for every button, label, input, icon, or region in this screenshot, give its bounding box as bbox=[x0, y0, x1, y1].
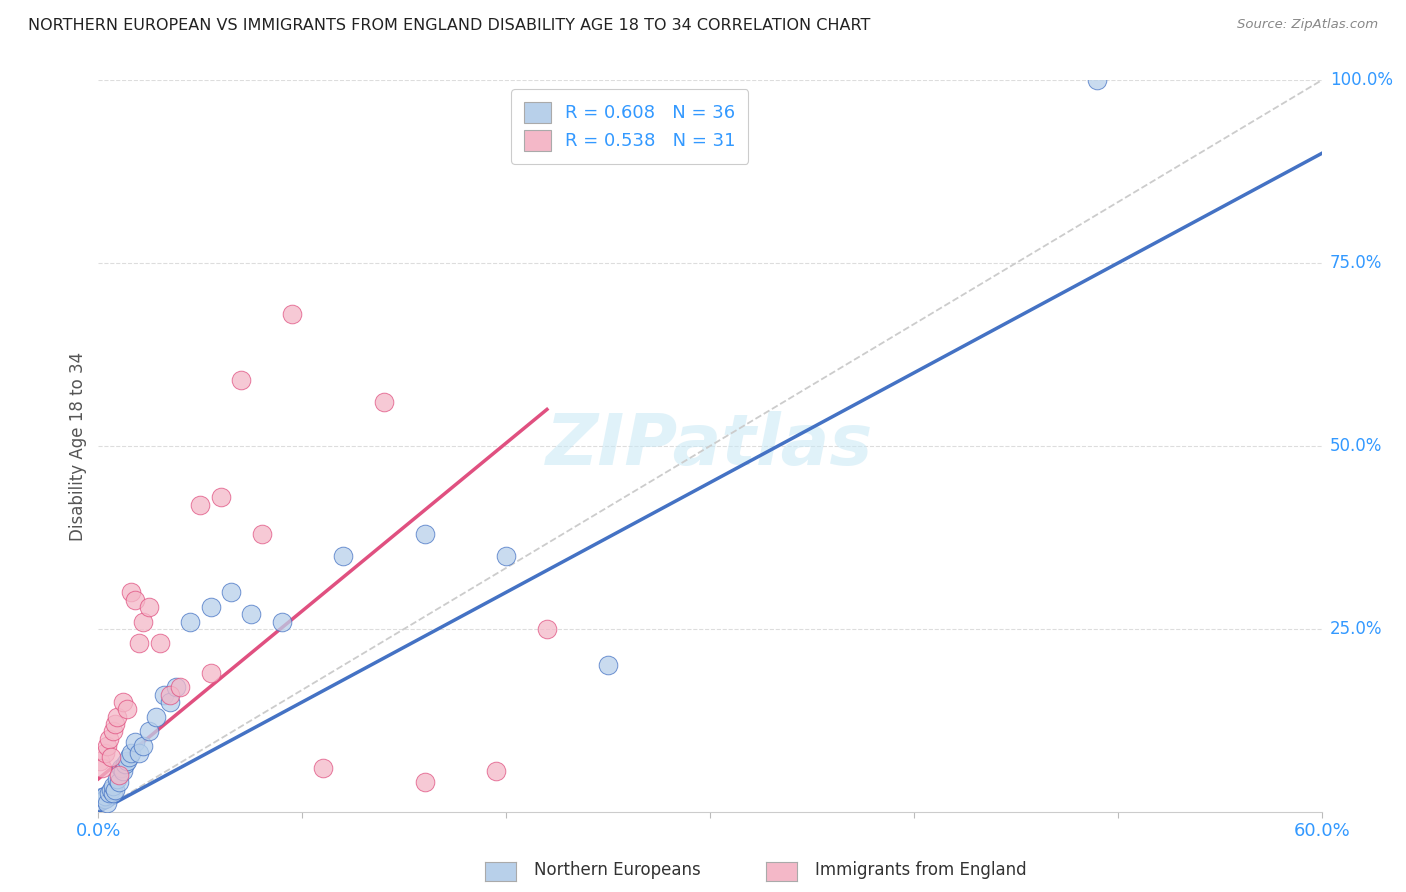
Point bbox=[138, 724, 160, 739]
Text: Source: ZipAtlas.com: Source: ZipAtlas.com bbox=[1237, 18, 1378, 31]
Point bbox=[281, 307, 304, 321]
Point bbox=[100, 782, 122, 797]
Point bbox=[132, 739, 155, 753]
Point bbox=[240, 607, 263, 622]
Point bbox=[110, 761, 132, 775]
Point bbox=[132, 615, 155, 629]
Point bbox=[89, 794, 111, 808]
Point bbox=[124, 592, 146, 607]
Point bbox=[128, 636, 150, 650]
Point bbox=[100, 749, 122, 764]
Point bbox=[89, 754, 111, 768]
Point bbox=[149, 636, 172, 650]
Point bbox=[219, 585, 242, 599]
Point bbox=[152, 688, 174, 702]
Point bbox=[159, 695, 181, 709]
Point bbox=[165, 681, 187, 695]
Y-axis label: Disability Age 18 to 34: Disability Age 18 to 34 bbox=[69, 351, 87, 541]
Point bbox=[270, 615, 294, 629]
Point bbox=[101, 779, 124, 793]
Point bbox=[118, 749, 141, 764]
Point bbox=[179, 615, 201, 629]
Point bbox=[413, 526, 436, 541]
Point bbox=[1085, 73, 1108, 87]
Point bbox=[145, 709, 167, 723]
Point bbox=[93, 789, 115, 803]
Point bbox=[495, 549, 517, 563]
Point bbox=[115, 754, 138, 768]
Point bbox=[159, 688, 181, 702]
Point bbox=[200, 665, 222, 680]
Text: 75.0%: 75.0% bbox=[1330, 254, 1382, 272]
Point bbox=[93, 746, 115, 760]
Point bbox=[101, 787, 124, 801]
Point bbox=[124, 735, 146, 749]
Point bbox=[312, 761, 335, 775]
Point bbox=[413, 775, 436, 789]
Point bbox=[231, 373, 253, 387]
Text: NORTHERN EUROPEAN VS IMMIGRANTS FROM ENGLAND DISABILITY AGE 18 TO 34 CORRELATION: NORTHERN EUROPEAN VS IMMIGRANTS FROM ENG… bbox=[28, 18, 870, 33]
Point bbox=[138, 599, 160, 614]
Point bbox=[250, 526, 273, 541]
Point bbox=[485, 764, 508, 779]
Point bbox=[120, 746, 142, 760]
Point bbox=[91, 761, 114, 775]
Point bbox=[536, 622, 558, 636]
Point bbox=[111, 695, 134, 709]
Point bbox=[97, 731, 120, 746]
Point bbox=[120, 585, 142, 599]
Text: 50.0%: 50.0% bbox=[1330, 437, 1382, 455]
Text: Immigrants from England: Immigrants from England bbox=[815, 861, 1028, 879]
Legend: R = 0.608   N = 36, R = 0.538   N = 31: R = 0.608 N = 36, R = 0.538 N = 31 bbox=[512, 89, 748, 163]
Point bbox=[96, 796, 118, 810]
Text: ZIPatlas: ZIPatlas bbox=[547, 411, 873, 481]
Point bbox=[598, 658, 620, 673]
Point bbox=[93, 791, 115, 805]
Point bbox=[108, 768, 131, 782]
Point bbox=[104, 717, 127, 731]
Point bbox=[97, 787, 120, 801]
Point bbox=[111, 764, 134, 779]
Point bbox=[114, 757, 136, 772]
Point bbox=[101, 724, 124, 739]
Text: 25.0%: 25.0% bbox=[1330, 620, 1382, 638]
Point bbox=[373, 395, 395, 409]
Text: 100.0%: 100.0% bbox=[1330, 71, 1393, 89]
Point bbox=[332, 549, 354, 563]
Point bbox=[105, 709, 128, 723]
Point bbox=[209, 490, 232, 504]
Point bbox=[200, 599, 222, 614]
Point bbox=[105, 772, 128, 786]
Point bbox=[108, 775, 131, 789]
Point bbox=[104, 782, 127, 797]
Point bbox=[188, 498, 212, 512]
Point bbox=[169, 681, 191, 695]
Point bbox=[96, 739, 118, 753]
Point bbox=[115, 702, 138, 716]
Point bbox=[128, 746, 150, 760]
Text: Northern Europeans: Northern Europeans bbox=[534, 861, 702, 879]
Point bbox=[91, 790, 114, 805]
